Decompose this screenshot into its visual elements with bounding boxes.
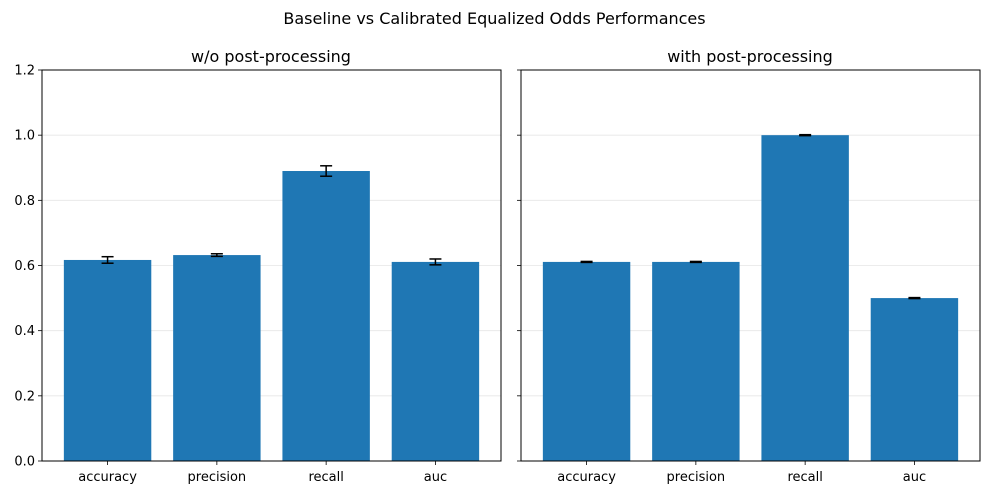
panel-title: w/o post-processing	[191, 47, 351, 66]
x-tick-label: accuracy	[557, 470, 616, 485]
x-tick-label: recall	[308, 470, 343, 485]
bar-recall	[282, 171, 370, 461]
x-tick-label: precision	[667, 470, 726, 485]
figure-title: Baseline vs Calibrated Equalized Odds Pe…	[283, 9, 705, 28]
y-tick-label: 0.8	[14, 194, 35, 209]
x-tick-label: recall	[787, 470, 822, 485]
x-tick-label: auc	[424, 470, 447, 485]
bar-accuracy	[63, 259, 152, 461]
x-tick-label: precision	[188, 470, 247, 485]
bar-accuracy	[542, 261, 631, 461]
axes-frame	[520, 69, 981, 462]
x-tick-label: accuracy	[78, 470, 137, 485]
y-tick-label: 0.6	[14, 259, 35, 274]
x-tick-label: auc	[903, 470, 926, 485]
bar-precision	[652, 261, 740, 461]
y-tick-label: 1.0	[14, 129, 35, 144]
panel-title: with post-processing	[667, 47, 833, 66]
axes-frame	[41, 69, 502, 462]
bar-auc	[391, 261, 480, 461]
chart-panel-without-postprocessing: w/o post-processing 0.0 0.2 0.4 0.6 0.8 1.0 1.…	[14, 47, 502, 485]
y-tick-label: 1.2	[14, 64, 35, 79]
y-tick-label: 0.4	[14, 324, 35, 339]
y-tick-label: 0.2	[14, 389, 35, 404]
bar-recall	[761, 135, 849, 461]
bar-precision	[173, 255, 261, 461]
bar-auc	[870, 298, 959, 461]
chart-panel-with-postprocessing: with post-processing accuracy precision re…	[517, 47, 981, 485]
y-tick-label: 0.0	[14, 455, 35, 470]
